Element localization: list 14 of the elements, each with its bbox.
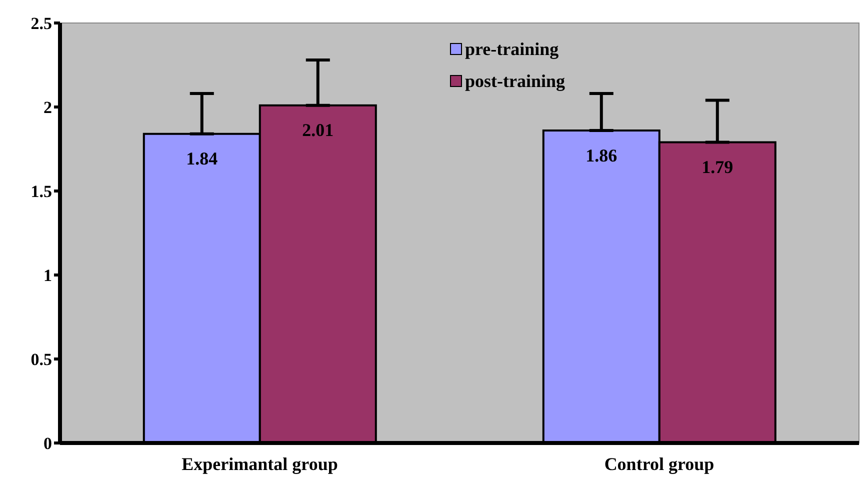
y-tick-label: 1 bbox=[44, 266, 52, 286]
legend-label: pre-training bbox=[464, 38, 560, 61]
legend-label: post-training bbox=[464, 70, 566, 93]
data-label: 1.79 bbox=[702, 157, 734, 178]
y-tick-label: 2 bbox=[44, 98, 52, 118]
data-label: 1.84 bbox=[186, 148, 218, 169]
y-tick-label: 2.5 bbox=[30, 14, 52, 34]
y-tick-label: 1.5 bbox=[30, 182, 52, 202]
x-tick-label: Experimantal group bbox=[182, 454, 338, 474]
x-tick-label: Control group bbox=[604, 454, 714, 474]
data-label: 1.86 bbox=[586, 145, 618, 166]
data-label: 2.01 bbox=[302, 120, 334, 140]
y-tick-label: 0 bbox=[44, 434, 52, 454]
y-tick-label: 0.5 bbox=[30, 350, 52, 370]
